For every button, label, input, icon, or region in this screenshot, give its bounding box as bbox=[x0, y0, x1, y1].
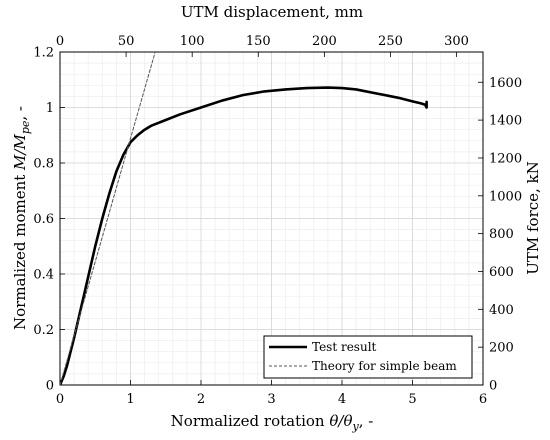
y-left-tick-label: 0.4 bbox=[33, 268, 54, 283]
y-left-tick-label: 0.2 bbox=[33, 323, 54, 338]
x-axis-bottom-title-math: θ/θ bbox=[329, 412, 352, 430]
series-test-result-line bbox=[60, 86, 428, 385]
x-top-tick-label: 300 bbox=[444, 34, 469, 49]
series-layer bbox=[60, 52, 428, 385]
series-theory-line bbox=[60, 52, 156, 385]
x-top-tick-label: 150 bbox=[246, 34, 271, 49]
x-axis-top-title: UTM displacement, mm bbox=[181, 3, 363, 21]
y-axis-left-title-text: Normalized moment bbox=[11, 170, 29, 330]
x-top-tick-label: 200 bbox=[312, 34, 337, 49]
bottom-axis-ticks: 0 1 2 3 4 5 6 bbox=[56, 380, 487, 407]
x-top-tick-label: 0 bbox=[56, 34, 64, 49]
legend-box bbox=[263, 335, 473, 379]
right-axis-ticks: 0 200 400 600 800 1000 1200 1400 1600 bbox=[478, 76, 522, 394]
y-left-tick-label: 0 bbox=[46, 379, 54, 394]
y-right-tick-label: 200 bbox=[489, 341, 514, 356]
x-axis-bottom-title-text: Normalized rotation bbox=[171, 412, 330, 430]
y-left-tick-label: 1.2 bbox=[33, 46, 54, 61]
x-bottom-tick-label: 4 bbox=[338, 392, 346, 407]
legend: Test result Theory for simple beam bbox=[263, 335, 473, 379]
x-bottom-tick-label: 0 bbox=[56, 392, 64, 407]
y-axis-left-title-sub: pe bbox=[19, 120, 32, 134]
y-right-tick-label: 1400 bbox=[489, 114, 522, 129]
y-right-tick-label: 800 bbox=[489, 227, 514, 242]
y-left-tick-label: 0.8 bbox=[33, 157, 54, 172]
x-top-tick-label: 50 bbox=[118, 34, 135, 49]
x-top-tick-label: 250 bbox=[378, 34, 403, 49]
y-right-tick-label: 400 bbox=[489, 303, 514, 318]
x-axis-bottom-title-unit: , - bbox=[359, 412, 374, 430]
top-axis-ticks: 0 50 100 150 200 250 300 bbox=[56, 34, 469, 57]
x-axis-bottom-title-sub: y bbox=[352, 420, 360, 433]
y-axis-left-title: Normalized moment M/Mpe, - bbox=[11, 106, 32, 330]
legend-label-theory: Theory for simple beam bbox=[312, 359, 457, 373]
y-axis-left-title-unit: , - bbox=[11, 106, 29, 121]
y-left-tick-label: 1 bbox=[46, 101, 54, 116]
y-right-tick-label: 1200 bbox=[489, 151, 522, 166]
x-bottom-tick-label: 3 bbox=[267, 392, 275, 407]
y-right-tick-label: 1600 bbox=[489, 76, 522, 91]
x-bottom-tick-label: 5 bbox=[408, 392, 416, 407]
x-bottom-tick-label: 1 bbox=[126, 392, 134, 407]
y-axis-right-title: UTM force, kN bbox=[524, 161, 542, 275]
x-top-tick-label: 100 bbox=[180, 34, 205, 49]
y-axis-left-title-math: M/M bbox=[11, 134, 29, 171]
y-left-tick-label: 0.6 bbox=[33, 212, 54, 227]
x-axis-bottom-title: Normalized rotation θ/θy, - bbox=[171, 412, 374, 433]
legend-label-test-result: Test result bbox=[312, 340, 377, 354]
y-right-tick-label: 0 bbox=[489, 379, 497, 394]
left-axis-ticks: 0 0.2 0.4 0.6 0.8 1 1.2 bbox=[33, 46, 65, 394]
x-bottom-tick-label: 2 bbox=[197, 392, 205, 407]
y-right-tick-label: 1000 bbox=[489, 189, 522, 204]
y-right-tick-label: 600 bbox=[489, 265, 514, 280]
x-bottom-tick-label: 6 bbox=[479, 392, 487, 407]
